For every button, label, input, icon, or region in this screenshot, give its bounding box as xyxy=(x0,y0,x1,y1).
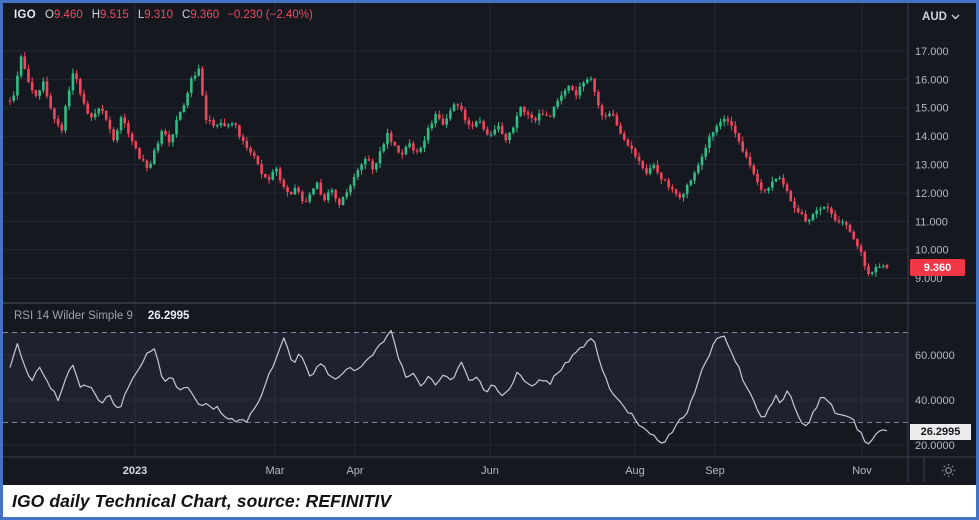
pane-separators xyxy=(3,3,976,482)
axis-tick-label: 17.000 xyxy=(915,46,949,58)
symbol-label: IGO xyxy=(14,9,36,21)
axis-tick-label: 10.000 xyxy=(915,245,949,257)
axis-tick-label: Mar xyxy=(266,465,285,477)
chart-canvas[interactable]: 17.000 16.000 15.000 14.000 13.000 12.000 11.0… xyxy=(3,3,976,485)
axis-tick-label: 15.000 xyxy=(915,103,949,115)
axis-tick-label: 2023 xyxy=(123,465,147,477)
rsi-axis-labels[interactable]: 60.0000 40.0000 20.0000 xyxy=(915,350,955,452)
axis-tick-label: Nov xyxy=(852,465,872,477)
axis-tick-label: 20.0000 xyxy=(915,440,955,452)
axis-tick-label: 11.000 xyxy=(915,216,948,228)
chart-panel: 17.000 16.000 15.000 14.000 13.000 12.000 11.0… xyxy=(3,3,976,485)
chevron-down-icon xyxy=(951,14,960,20)
axis-tick-label: 60.0000 xyxy=(915,350,955,362)
axis-tick-label: 12.000 xyxy=(915,188,949,200)
ohlc-close: C9.360 xyxy=(182,9,220,21)
ohlc-open: O9.460 xyxy=(45,9,83,21)
caption-bar: IGO daily Technical Chart, source: REFIN… xyxy=(3,485,976,517)
ohlc-legend: IGO O9.460 H9.515 L9.310 C9.360 −0.230 (−2.40… xyxy=(14,9,313,21)
rsi-band xyxy=(3,332,908,423)
currency-selector[interactable]: AUD xyxy=(908,5,974,29)
price-axis-labels[interactable]: 17.000 16.000 15.000 14.000 13.000 12.000 11.0… xyxy=(915,46,949,285)
ohlc-high: H9.515 xyxy=(91,9,129,21)
axis-tick-label: Aug xyxy=(625,465,645,477)
rsi-line xyxy=(9,329,888,445)
axis-tick-label: 14.000 xyxy=(915,131,949,143)
axis-tick-label: Jun xyxy=(481,465,499,477)
rsi-indicator-label: RSI 14 Wilder Simple 9 xyxy=(14,310,133,322)
time-axis-labels[interactable]: 2023 Mar Apr Jun Aug Sep Nov xyxy=(123,465,873,477)
axis-tick-label: Apr xyxy=(346,465,363,477)
axis-tick-label: Sep xyxy=(705,465,725,477)
settings-gear-icon[interactable] xyxy=(941,463,956,478)
caption-text: IGO daily Technical Chart, source: REFIN… xyxy=(12,490,392,511)
candlestick-series xyxy=(8,51,889,277)
rsi-value-badge: 26.2995 xyxy=(910,424,971,440)
axis-tick-label: 16.000 xyxy=(915,74,949,86)
rsi-legend: RSI 14 Wilder Simple 9 26.2995 xyxy=(14,310,189,322)
axis-tick-label: 13.000 xyxy=(915,160,949,172)
currency-label: AUD xyxy=(922,11,947,23)
last-price-badge: 9.360 xyxy=(910,259,965,276)
rsi-current-value: 26.2995 xyxy=(147,310,190,322)
ohlc-low: L9.310 xyxy=(137,9,174,21)
axis-tick-label: 9.000 xyxy=(915,273,943,285)
axis-tick-label: 40.0000 xyxy=(915,395,955,407)
change-label: −0.230 (−2.40%) xyxy=(227,9,313,21)
